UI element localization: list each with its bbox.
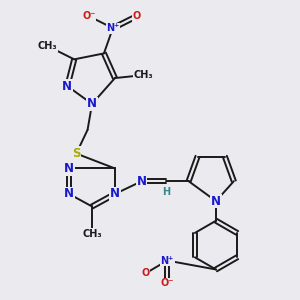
Text: O: O [141, 268, 150, 278]
Text: N⁺: N⁺ [106, 23, 119, 33]
Text: N: N [110, 188, 120, 200]
Text: N: N [64, 162, 74, 175]
Text: N: N [87, 98, 97, 110]
Text: O⁻: O⁻ [160, 278, 174, 288]
Text: N: N [62, 80, 72, 93]
Text: O: O [133, 11, 141, 21]
Text: N: N [211, 195, 221, 208]
Text: N⁺: N⁺ [160, 256, 174, 266]
Text: N: N [137, 175, 147, 188]
Text: CH₃: CH₃ [38, 41, 57, 51]
Text: N: N [64, 188, 74, 200]
Text: S: S [72, 147, 80, 160]
Text: H: H [162, 187, 170, 196]
Text: O⁻: O⁻ [82, 11, 96, 21]
Text: CH₃: CH₃ [134, 70, 153, 80]
Text: CH₃: CH₃ [82, 229, 102, 239]
